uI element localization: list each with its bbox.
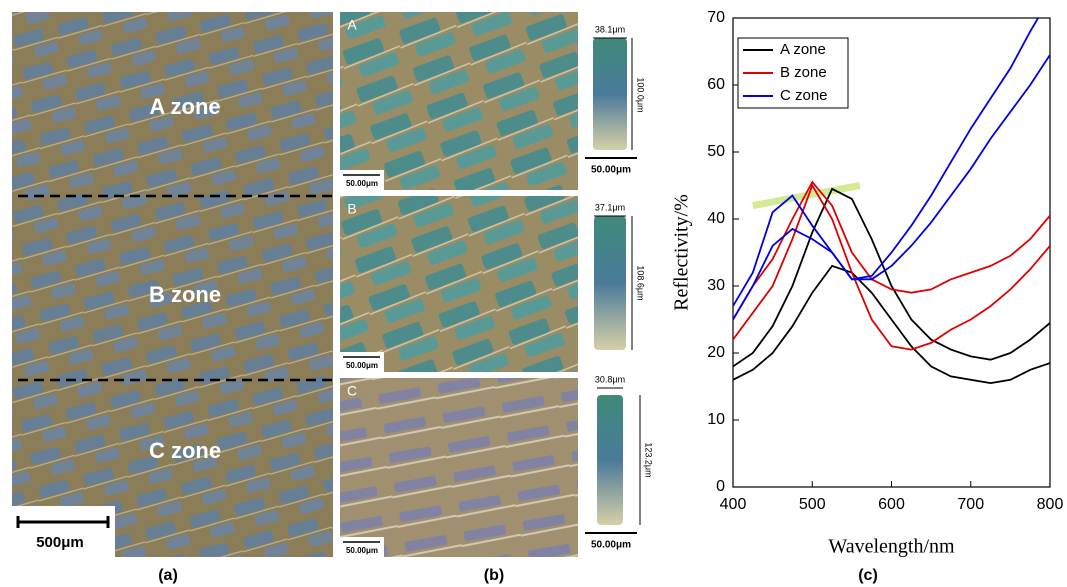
y-tick-label: 40 — [707, 210, 725, 227]
series-line — [733, 183, 1050, 351]
x-tick-label: 500 — [799, 496, 826, 513]
legend-label: B zone — [780, 64, 827, 81]
scale-cell — [597, 395, 623, 525]
y-tick-label: 0 — [716, 478, 725, 495]
lines — [733, 18, 1050, 385]
cell-width: 30.8μm — [595, 374, 625, 384]
x-tick-label: 400 — [720, 496, 747, 513]
y-tick-label: 30 — [707, 277, 725, 294]
y-axis-label: Reflectivity/% — [671, 194, 693, 311]
micrograph-a — [12, 12, 333, 557]
y-tick-label: 10 — [707, 411, 725, 428]
series-line — [733, 264, 1050, 385]
x-tick-label: 800 — [1037, 496, 1064, 513]
scale-label: 500μm — [36, 534, 84, 551]
y-tick-label: 70 — [707, 9, 725, 26]
cell-width: 38.1μm — [595, 24, 625, 34]
image-letter: C — [347, 383, 357, 399]
scale-cell — [593, 38, 627, 150]
series-line — [733, 187, 1050, 368]
series-line — [733, 18, 1040, 307]
x-axis-label: Wavelength/nm — [828, 536, 955, 558]
scale-label: 50.00μm — [346, 179, 378, 188]
scale-label: 50.00μm — [591, 165, 631, 176]
series-line — [733, 54, 1050, 320]
panel-b: A 50.00μm 38.1μm 100.0μm 50.00μm B 50.00μm 37.1… — [340, 12, 654, 557]
series-line — [733, 180, 1050, 320]
cell-length: 123.2μm — [644, 442, 654, 477]
caption: (c) — [858, 567, 878, 584]
scale-cell — [594, 216, 626, 350]
legend-label: A zone — [780, 41, 826, 58]
peak-trend — [752, 182, 861, 210]
micrograph — [340, 196, 578, 372]
micrograph — [340, 378, 578, 557]
caption: (b) — [484, 567, 504, 584]
cell-length: 108.6μm — [636, 265, 646, 300]
micrograph — [340, 12, 578, 190]
cell-length: 100.0μm — [636, 77, 646, 112]
y-tick-label: 50 — [707, 143, 725, 160]
scale-label: 50.00μm — [346, 546, 378, 555]
scale-label: 50.00μm — [346, 361, 378, 370]
y-tick-label: 20 — [707, 344, 725, 361]
scale-box — [12, 506, 115, 557]
zone-label: C zone — [149, 438, 221, 463]
chart: 0 10 20 30 40 50 60 70 400 500 600 700 800 Wavelength… — [671, 9, 1064, 584]
cell-width: 37.1μm — [595, 202, 625, 212]
scale-label: 50.00μm — [591, 540, 631, 551]
zone-label: B zone — [149, 282, 221, 307]
caption: (a) — [158, 567, 178, 584]
x-tick-label: 700 — [957, 496, 984, 513]
image-letter: B — [347, 201, 356, 217]
x-tick-label: 600 — [878, 496, 905, 513]
y-tick-label: 60 — [707, 76, 725, 93]
zone-label: A zone — [149, 94, 220, 119]
image-letter: A — [347, 17, 357, 33]
legend-label: C zone — [780, 87, 828, 104]
